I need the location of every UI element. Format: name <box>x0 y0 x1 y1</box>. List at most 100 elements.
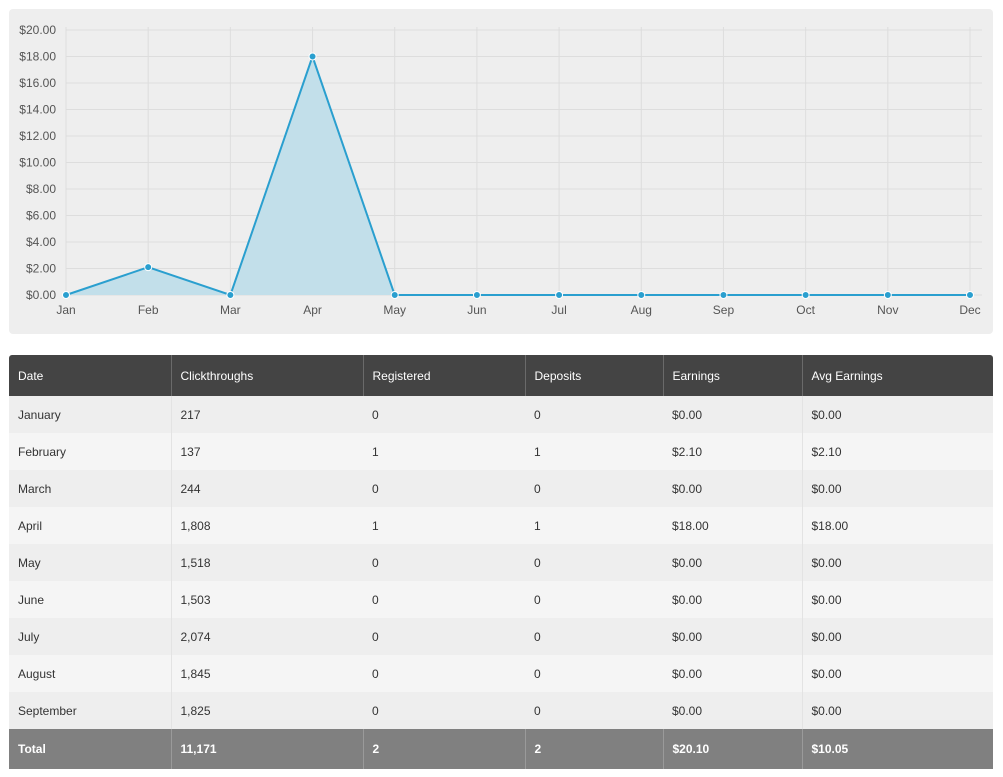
cell-registered: 0 <box>363 544 525 581</box>
cell-registered: 0 <box>363 692 525 729</box>
table-row: September1,82500$0.00$0.00 <box>9 692 993 729</box>
x-tick-label: May <box>383 303 406 317</box>
cell-registered: 0 <box>363 655 525 692</box>
x-tick-label: Jun <box>467 303 486 317</box>
cell-clickthroughs: 244 <box>171 470 363 507</box>
x-tick-label: Oct <box>796 303 815 317</box>
cell-earnings: $0.00 <box>663 618 802 655</box>
cell-avg-earnings: $0.00 <box>802 692 993 729</box>
x-tick-label: Jan <box>56 303 75 317</box>
y-tick-label: $4.00 <box>26 235 56 249</box>
x-tick-label: Apr <box>303 303 322 317</box>
cell-registered: 0 <box>363 581 525 618</box>
data-point-feb[interactable] <box>145 264 152 271</box>
data-point-mar[interactable] <box>227 292 234 299</box>
data-point-jun[interactable] <box>473 292 480 299</box>
table-header-row: Date Clickthroughs Registered Deposits E… <box>9 355 993 396</box>
series-line <box>66 57 970 296</box>
cell-registered: 1 <box>363 507 525 544</box>
header-clickthroughs[interactable]: Clickthroughs <box>171 355 363 396</box>
table-row: July2,07400$0.00$0.00 <box>9 618 993 655</box>
total-earnings: $20.10 <box>663 729 802 769</box>
y-tick-label: $10.00 <box>19 156 56 170</box>
cell-avg-earnings: $0.00 <box>802 544 993 581</box>
cell-avg-earnings: $0.00 <box>802 396 993 433</box>
chart-line-layer <box>66 57 970 296</box>
cell-deposits: 1 <box>525 507 663 544</box>
total-clickthroughs: 11,171 <box>171 729 363 769</box>
header-avg-earnings[interactable]: Avg Earnings <box>802 355 993 396</box>
cell-clickthroughs: 2,074 <box>171 618 363 655</box>
data-point-sep[interactable] <box>720 292 727 299</box>
cell-deposits: 1 <box>525 433 663 470</box>
total-avg-earnings: $10.05 <box>802 729 993 769</box>
y-tick-label: $20.00 <box>19 23 56 37</box>
y-tick-label: $8.00 <box>26 182 56 196</box>
cell-avg-earnings: $0.00 <box>802 581 993 618</box>
x-tick-label: Feb <box>138 303 159 317</box>
total-deposits: 2 <box>525 729 663 769</box>
cell-deposits: 0 <box>525 618 663 655</box>
earnings-chart-panel: $0.00$2.00$4.00$6.00$8.00$10.00$12.00$14… <box>9 9 993 334</box>
cell-date: July <box>9 618 171 655</box>
cell-deposits: 0 <box>525 470 663 507</box>
cell-avg-earnings: $18.00 <box>802 507 993 544</box>
cell-date: May <box>9 544 171 581</box>
data-point-dec[interactable] <box>967 292 974 299</box>
cell-deposits: 0 <box>525 692 663 729</box>
cell-earnings: $0.00 <box>663 544 802 581</box>
cell-earnings: $2.10 <box>663 433 802 470</box>
cell-earnings: $18.00 <box>663 507 802 544</box>
y-tick-label: $2.00 <box>26 262 56 276</box>
cell-date: February <box>9 433 171 470</box>
cell-date: March <box>9 470 171 507</box>
data-point-oct[interactable] <box>802 292 809 299</box>
data-point-may[interactable] <box>391 292 398 299</box>
cell-date: August <box>9 655 171 692</box>
cell-date: January <box>9 396 171 433</box>
data-point-nov[interactable] <box>884 292 891 299</box>
x-axis-ticks: JanFebMarAprMayJunJulAugSepOctNovDec <box>56 303 980 317</box>
header-date[interactable]: Date <box>9 355 171 396</box>
header-registered[interactable]: Registered <box>363 355 525 396</box>
cell-earnings: $0.00 <box>663 396 802 433</box>
data-point-jul[interactable] <box>556 292 563 299</box>
y-axis-ticks: $0.00$2.00$4.00$6.00$8.00$10.00$12.00$14… <box>19 23 56 302</box>
x-tick-label: Aug <box>631 303 652 317</box>
cell-deposits: 0 <box>525 581 663 618</box>
cell-registered: 0 <box>363 470 525 507</box>
y-tick-label: $12.00 <box>19 129 56 143</box>
cell-earnings: $0.00 <box>663 692 802 729</box>
cell-date: June <box>9 581 171 618</box>
data-point-jan[interactable] <box>63 292 70 299</box>
header-earnings[interactable]: Earnings <box>663 355 802 396</box>
cell-registered: 0 <box>363 396 525 433</box>
table-row: February13711$2.10$2.10 <box>9 433 993 470</box>
cell-date: September <box>9 692 171 729</box>
total-registered: 2 <box>363 729 525 769</box>
chart-point-layer <box>63 53 974 299</box>
table-row: March24400$0.00$0.00 <box>9 470 993 507</box>
total-label: Total <box>9 729 171 769</box>
y-tick-label: $6.00 <box>26 209 56 223</box>
cell-deposits: 0 <box>525 655 663 692</box>
cell-clickthroughs: 1,503 <box>171 581 363 618</box>
cell-clickthroughs: 137 <box>171 433 363 470</box>
data-point-aug[interactable] <box>638 292 645 299</box>
y-tick-label: $14.00 <box>19 103 56 117</box>
cell-clickthroughs: 1,808 <box>171 507 363 544</box>
chart-grid <box>66 27 982 295</box>
cell-deposits: 0 <box>525 396 663 433</box>
cell-earnings: $0.00 <box>663 470 802 507</box>
cell-date: April <box>9 507 171 544</box>
cell-avg-earnings: $2.10 <box>802 433 993 470</box>
x-tick-label: Dec <box>959 303 980 317</box>
header-deposits[interactable]: Deposits <box>525 355 663 396</box>
data-point-apr[interactable] <box>309 53 316 60</box>
chart-area-layer <box>66 57 970 296</box>
cell-earnings: $0.00 <box>663 655 802 692</box>
x-tick-label: Jul <box>551 303 566 317</box>
y-tick-label: $16.00 <box>19 76 56 90</box>
x-tick-label: Sep <box>713 303 735 317</box>
cell-clickthroughs: 1,845 <box>171 655 363 692</box>
